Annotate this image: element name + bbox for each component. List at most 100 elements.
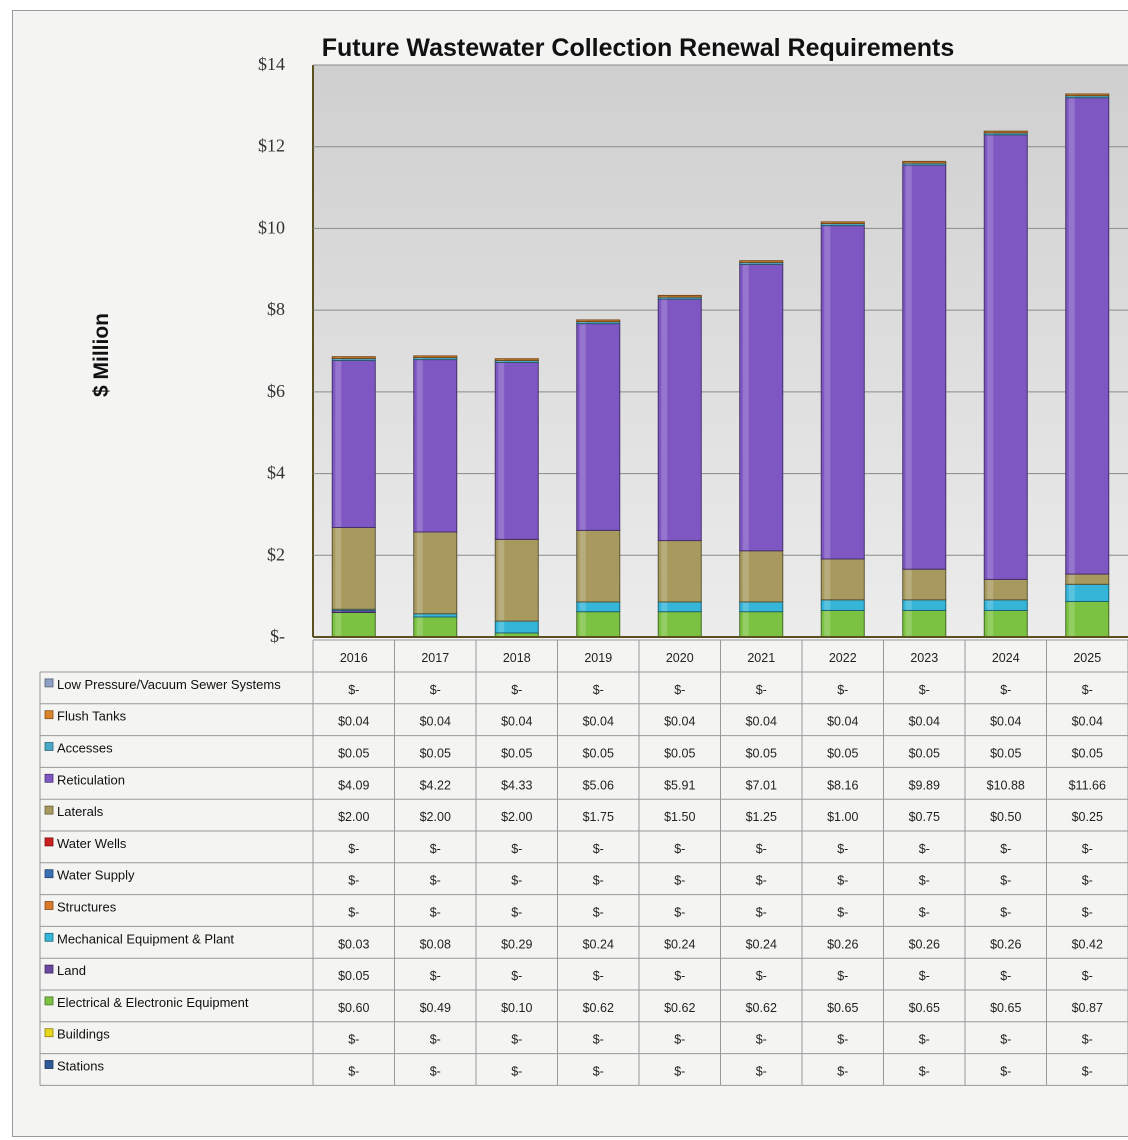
table-cell: $- [674, 874, 685, 888]
bar-highlight [498, 359, 505, 360]
table-cell: $0.65 [990, 1001, 1021, 1015]
table-cell: $0.05 [990, 747, 1021, 761]
y-tick-label: $10 [258, 217, 285, 237]
x-tick-label: 2017 [421, 651, 449, 665]
legend-label: Buildings [57, 1027, 110, 1042]
bar-highlight [742, 551, 749, 602]
bar-highlight [661, 541, 668, 602]
bar-highlight [498, 633, 505, 637]
table-cell: $4.22 [420, 778, 451, 792]
table-cell: $- [430, 1065, 441, 1079]
table-cell: $- [593, 906, 604, 920]
table-cell: $0.29 [501, 937, 532, 951]
x-tick-label: 2018 [503, 651, 531, 665]
bar-segment [657, 294, 702, 298]
bar-highlight [1068, 584, 1075, 601]
bar-segment [1065, 93, 1110, 97]
table-cell: $- [511, 969, 522, 983]
table-cell: $0.62 [664, 1001, 695, 1015]
legend-label: Reticulation [57, 772, 125, 787]
bar-segment [820, 609, 865, 638]
table-cell: $0.62 [746, 1001, 777, 1015]
table-cell: $0.05 [501, 747, 532, 761]
table-cell: $- [511, 1065, 522, 1079]
bar-highlight [742, 264, 749, 551]
bar-highlight [742, 612, 749, 637]
table-cell: $2.00 [420, 810, 451, 824]
legend-key [44, 964, 54, 974]
bar-highlight [987, 135, 994, 579]
table-cell: $- [348, 906, 359, 920]
table-cell: $0.08 [420, 937, 451, 951]
bar-highlight [742, 602, 749, 612]
bar-segment [413, 359, 458, 533]
table-cell: $- [430, 1033, 441, 1047]
bar-segment [820, 221, 865, 225]
bar-highlight [905, 569, 912, 600]
bar-highlight [579, 324, 586, 530]
bar-highlight [335, 358, 342, 360]
y-tick-label: $6 [267, 381, 285, 401]
legend-key [44, 1028, 54, 1038]
table-cell: $- [756, 906, 767, 920]
x-tick-label: 2020 [666, 651, 694, 665]
bar-highlight [416, 614, 423, 617]
table-cell: $0.04 [990, 715, 1021, 729]
table-cell: $- [1000, 683, 1011, 697]
table-cell: $- [919, 906, 930, 920]
table-cell: $- [837, 1033, 848, 1047]
legend-label: Laterals [57, 804, 104, 819]
table-cell: $- [919, 1033, 930, 1047]
table-cell: $2.00 [338, 810, 369, 824]
table-cell: $- [919, 874, 930, 888]
legend-key [44, 710, 54, 720]
bar-highlight [335, 612, 342, 637]
legend-label: Structures [57, 900, 117, 915]
table-cell: $- [756, 874, 767, 888]
bar-highlight [905, 610, 912, 637]
bar-highlight [824, 600, 831, 610]
table-cell: $- [348, 683, 359, 697]
bar-highlight [335, 610, 342, 612]
bar-segment [494, 538, 539, 622]
bar-highlight [498, 621, 505, 633]
table-cell: $- [919, 842, 930, 856]
bar-highlight [824, 559, 831, 600]
bar-highlight [579, 530, 586, 602]
table-cell: $0.75 [909, 810, 940, 824]
table-cell: $- [430, 874, 441, 888]
legend-label: Electrical & Electronic Equipment [57, 995, 249, 1010]
bar-highlight [905, 165, 912, 569]
bar-segment [902, 609, 947, 638]
table-cell: $0.26 [990, 937, 1021, 951]
legend-label: Water Wells [57, 836, 127, 851]
table-cell: $2.00 [501, 810, 532, 824]
bar-highlight [335, 609, 342, 611]
table-cell: $1.25 [746, 810, 777, 824]
legend-key [44, 869, 54, 879]
table-cell: $- [837, 874, 848, 888]
table-cell: $7.01 [746, 778, 777, 792]
bar-highlight [987, 131, 994, 133]
bar-segment [739, 550, 784, 603]
table-cell: $- [674, 906, 685, 920]
bar-highlight [579, 320, 586, 322]
bar-highlight [416, 617, 423, 637]
table-cell: $- [756, 683, 767, 697]
table-cell: $0.04 [664, 715, 695, 729]
table-cell: $0.60 [338, 1001, 369, 1015]
x-tick-label: 2025 [1073, 651, 1101, 665]
bar-highlight [987, 610, 994, 637]
bar-highlight [498, 360, 505, 362]
table-cell: $- [511, 906, 522, 920]
table-cell: $1.50 [664, 810, 695, 824]
table-cell: $0.04 [338, 715, 369, 729]
table-cell: $5.91 [664, 778, 695, 792]
bar-segment [657, 298, 702, 542]
legend-key [44, 773, 54, 783]
bar-highlight [416, 356, 423, 358]
bar-highlight [498, 362, 505, 539]
table-cell: $- [837, 842, 848, 856]
table-cell: $0.26 [909, 937, 940, 951]
